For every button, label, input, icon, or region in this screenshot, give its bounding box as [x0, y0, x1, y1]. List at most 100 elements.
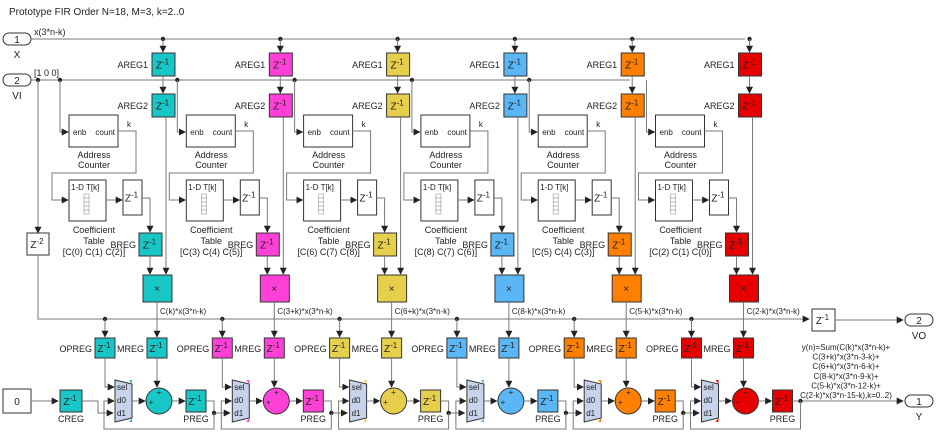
multiplier-block-5[interactable]: × — [611, 274, 642, 303]
mreg-block-1[interactable]: Z-1 — [146, 337, 168, 359]
preg-block-5[interactable]: Z-1 — [654, 389, 676, 413]
mux-d1-label: d1 — [352, 409, 361, 418]
mux-color-tab — [715, 380, 719, 384]
address-counter-6[interactable]: enb count — [655, 114, 705, 148]
address-counter-body — [655, 114, 705, 148]
areg1-block-6[interactable]: Z-1 — [738, 52, 762, 77]
adder-block-1[interactable]: ++ — [145, 387, 173, 415]
mreg-block-2[interactable]: Z-1 — [263, 337, 285, 359]
multiplier-block-6[interactable]: × — [729, 274, 759, 303]
areg2-block-4[interactable]: Z-1 — [503, 93, 528, 118]
address-counter-2[interactable]: enb count — [185, 114, 236, 148]
areg1-block-1[interactable]: Z-1 — [151, 52, 176, 77]
address-counter-5[interactable]: enb count — [537, 114, 588, 148]
opreg-label: OPREG — [177, 344, 210, 354]
preg-block-2[interactable]: Z-1 — [302, 389, 324, 413]
inport-vi[interactable]: 2 VI — [2, 73, 32, 102]
mux-block-6[interactable]: sel d0 d1 — [701, 379, 719, 423]
coefficient-table-5[interactable]: 1-D T[k] — [537, 179, 576, 222]
breg-block-1[interactable]: Z-1 — [138, 232, 163, 257]
preg-block-3[interactable]: Z-1 — [420, 389, 442, 413]
areg1-block-2[interactable]: Z-1 — [268, 52, 293, 77]
delay-exponent: -1 — [717, 191, 725, 200]
breg-block-6[interactable]: Z-1 — [725, 232, 749, 257]
breg-block-3[interactable]: Z-1 — [373, 232, 398, 257]
multiplier-block-1[interactable]: × — [142, 274, 173, 303]
address-counter-3[interactable]: enb count — [303, 114, 354, 148]
opreg-block-5[interactable]: Z-1 — [563, 337, 585, 359]
adder-plus-sign: + — [735, 398, 740, 407]
coefficient-table-6[interactable]: 1-D T[k] — [655, 179, 693, 222]
delay-exponent: -1 — [748, 99, 756, 108]
preg-block-4[interactable]: Z-1 — [537, 389, 559, 413]
adder-block-3[interactable]: ++ — [380, 387, 408, 415]
mux-block-5[interactable]: sel d0 d1 — [583, 379, 602, 423]
areg1-label: AREG1 — [469, 60, 500, 70]
areg1-block-4[interactable]: Z-1 — [503, 52, 528, 77]
coefficient-table-4[interactable]: 1-D T[k] — [420, 179, 459, 222]
table-delay-block-3[interactable]: Z-1 — [357, 179, 378, 216]
mux-block-3[interactable]: sel d0 d1 — [349, 379, 368, 423]
creg-block[interactable]: Z-1 — [59, 389, 83, 413]
product-signal-label: C(8-k)*x(3*n-k) — [512, 307, 566, 316]
outport-y[interactable]: 1Y — [904, 394, 934, 423]
areg2-block-3[interactable]: Z-1 — [386, 93, 411, 118]
delay-z2-block[interactable]: Z-2 — [26, 232, 50, 256]
output-formula-line: C(2-k)*x(3*n-15-k),k=0..2) — [800, 391, 892, 400]
signal-line — [638, 130, 723, 204]
table-delay-block-2[interactable]: Z-1 — [239, 179, 260, 216]
opreg-block-6[interactable]: Z-1 — [681, 337, 702, 359]
output-delay-block[interactable]: Z-1 — [811, 308, 836, 332]
breg-block-2[interactable]: Z-1 — [255, 232, 280, 257]
coefficient-table-label: Coefficient — [73, 225, 116, 235]
multiplier-block-4[interactable]: × — [494, 274, 525, 303]
multiplier-block-3[interactable]: × — [377, 274, 408, 303]
preg-block-1[interactable]: Z-1 — [185, 389, 207, 413]
address-counter-1[interactable]: enb count — [68, 114, 119, 148]
multiplier-block-2[interactable]: × — [259, 274, 290, 303]
areg2-block-1[interactable]: Z-1 — [151, 93, 176, 118]
mux-block-2[interactable]: sel d0 d1 — [231, 379, 250, 423]
breg-block-5[interactable]: Z-1 — [607, 232, 632, 257]
mreg-block-4[interactable]: Z-1 — [498, 337, 520, 359]
coefficient-table-2[interactable]: 1-D T[k] — [185, 179, 224, 222]
outport-vo[interactable]: 2 VO — [904, 313, 934, 342]
table-delay-block-6[interactable]: Z-1 — [709, 179, 729, 216]
mreg-label: MREG — [586, 344, 613, 354]
inport-x[interactable]: 1X — [2, 32, 32, 61]
breg-block-4[interactable]: Z-1 — [490, 232, 515, 257]
mreg-block-6[interactable]: Z-1 — [733, 337, 754, 359]
constant-block[interactable]: 0 — [2, 388, 32, 414]
delay-z2-block-operator: Z-2 — [30, 237, 44, 251]
adder-block-2[interactable]: ++ — [262, 387, 290, 415]
mux-block-4[interactable]: sel d0 d1 — [466, 379, 485, 423]
areg1-block-5[interactable]: Z-1 — [620, 52, 645, 77]
coefficient-table-1[interactable]: 1-D T[k] — [68, 179, 107, 222]
preg-block-6[interactable]: Z-1 — [772, 389, 793, 413]
table-delay-block-1[interactable]: Z-1 — [122, 179, 143, 216]
adder-plus-sign: + — [391, 388, 396, 397]
adder-block-4[interactable]: ++ — [497, 387, 525, 415]
opreg-block-3[interactable]: Z-1 — [329, 337, 351, 359]
mux-block-1[interactable]: sel d0 d1 — [114, 379, 133, 423]
opreg-block-2[interactable]: Z-1 — [211, 337, 233, 359]
table-delay-block-5[interactable]: Z-1 — [591, 179, 612, 216]
table-delay-block-4[interactable]: Z-1 — [474, 179, 495, 216]
opreg-block-1[interactable]: Z-1 — [94, 337, 116, 359]
lookup-table-icon — [670, 201, 676, 207]
adder-block-6[interactable]: ++ — [732, 387, 759, 415]
areg2-block-5[interactable]: Z-1 — [620, 93, 645, 118]
address-counter-4[interactable]: enb count — [420, 114, 471, 148]
coefficient-table-3[interactable]: 1-D T[k] — [303, 179, 342, 222]
areg1-block-3[interactable]: Z-1 — [386, 52, 411, 77]
enb-port-label: enb — [660, 128, 674, 137]
lookup-table-icon — [201, 193, 207, 199]
opreg-block-4[interactable]: Z-1 — [446, 337, 468, 359]
coefficient-table-values: [C(3) C(4) C(5)] — [180, 247, 243, 257]
adder-block-5[interactable]: ++ — [614, 387, 642, 415]
areg2-block-2[interactable]: Z-1 — [268, 93, 293, 118]
areg2-block-6[interactable]: Z-1 — [738, 93, 762, 118]
enb-port-label: enb — [308, 128, 322, 137]
mreg-block-3[interactable]: Z-1 — [381, 337, 403, 359]
mreg-block-5[interactable]: Z-1 — [615, 337, 637, 359]
